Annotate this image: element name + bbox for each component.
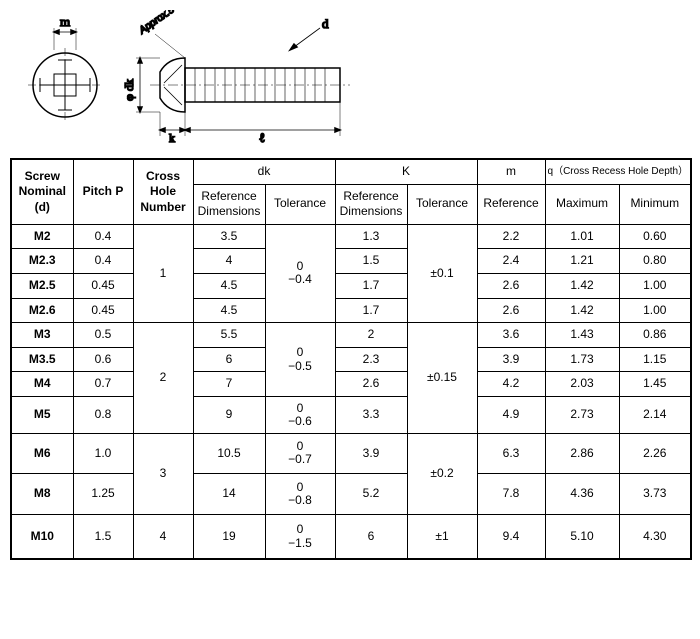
- hdr-dk-tol: Tolerance: [265, 184, 335, 224]
- table-row: M61.0 3 10.5 0 −0.7 3.9 ±0.2 6.32.862.26: [11, 433, 691, 474]
- table-row: M3.50.6 62.3 3.91.731.15: [11, 347, 691, 372]
- hdr-dk: dk: [193, 159, 335, 184]
- label-m: m: [60, 14, 70, 29]
- hdr-K-tol: Tolerance: [407, 184, 477, 224]
- table-row: M2.30.4 41.5 2.41.210.80: [11, 249, 691, 274]
- label-approx5: Approx.5°: [137, 10, 180, 37]
- hdr-q-min: Minimum: [619, 184, 691, 224]
- screw-diagram: m Approx.5° d φ dk: [10, 10, 690, 148]
- table-row: M20.4 1 3.5 0 −0.4 1.3 ±0.1 2.21.010.60: [11, 224, 691, 249]
- hdr-m: m: [477, 159, 545, 184]
- table-row: M81.25 14 0 −0.8 5.2 7.84.363.73: [11, 474, 691, 515]
- hdr-cross-hole: Cross Hole Number: [133, 159, 193, 224]
- hdr-m-ref: Reference: [477, 184, 545, 224]
- label-k: k: [169, 131, 175, 145]
- label-phidk: φ dk: [122, 79, 136, 101]
- hdr-dk-ref: Reference Dimensions: [193, 184, 265, 224]
- table-row: M40.7 72.6 4.22.031.45: [11, 372, 691, 397]
- hdr-K-ref: Reference Dimensions: [335, 184, 407, 224]
- hdr-q: q（Cross Recess Hole Depth）: [545, 159, 691, 184]
- table-row: M101.5 4 19 0 −1.5 6 ±1 9.45.104.30: [11, 514, 691, 559]
- table-row: M2.50.45 4.51.7 2.61.421.00: [11, 273, 691, 298]
- table-row: M50.8 9 0 −0.6 3.3 4.92.732.14: [11, 396, 691, 433]
- hdr-K: K: [335, 159, 477, 184]
- label-l: ℓ: [259, 130, 265, 145]
- table-row: M2.60.45 4.51.7 2.61.421.00: [11, 298, 691, 323]
- hdr-screw-nominal: Screw Nominal (d): [11, 159, 73, 224]
- label-d: d: [322, 16, 329, 31]
- table-row: M30.5 2 5.5 0 −0.5 2 ±0.15 3.61.430.86: [11, 323, 691, 348]
- hdr-q-max: Maximum: [545, 184, 619, 224]
- hdr-pitch: Pitch P: [73, 159, 133, 224]
- spec-table: Screw Nominal (d) Pitch P Cross Hole Num…: [10, 158, 692, 560]
